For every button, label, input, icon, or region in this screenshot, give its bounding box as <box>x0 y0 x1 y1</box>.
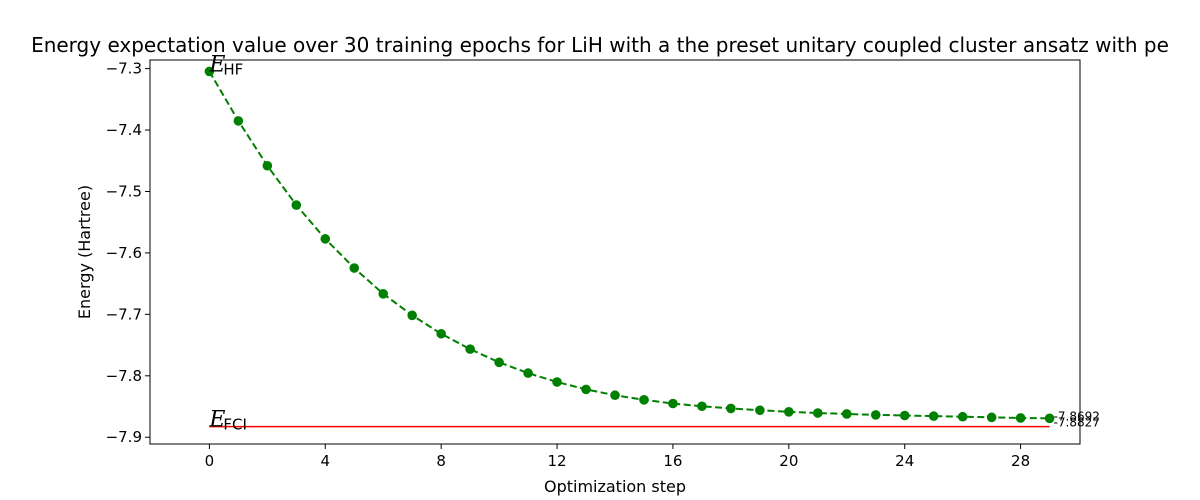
x-tick-label: 8 <box>436 452 446 470</box>
energy-data-point <box>581 384 591 395</box>
energy-data-point <box>320 234 331 244</box>
x-tick-label: 12 <box>548 452 567 470</box>
energy-data-point <box>726 403 736 414</box>
x-tick-label: 24 <box>895 452 914 470</box>
y-axis: −7.3 −7.4 −7.5 −7.6 −7.7 −7.8 −7.9 <box>106 60 150 446</box>
y-axis-label: Energy (Hartree) <box>75 185 94 319</box>
energy-data-point <box>755 405 765 416</box>
x-tick-label: 20 <box>779 452 798 470</box>
energy-data-point <box>523 368 533 378</box>
annotation-hf: EHF <box>208 52 243 78</box>
energy-data-point <box>262 160 273 171</box>
x-tick-label: 28 <box>1011 452 1030 470</box>
energy-data-point <box>784 407 794 417</box>
energy-data-point <box>1015 413 1026 423</box>
x-axis-label: Optimization step <box>544 477 686 496</box>
x-axis: 0 4 8 12 16 20 24 28 <box>205 444 1030 470</box>
y-tick-label: −7.5 <box>106 182 142 200</box>
energy-data-point <box>552 377 562 387</box>
energy-data-point <box>465 344 475 354</box>
energy-series-line <box>208 70 1050 420</box>
annotation-symbol: E <box>208 52 225 77</box>
energy-data-point <box>813 408 823 418</box>
energy-data-point <box>610 390 620 401</box>
energy-data-point <box>870 410 881 420</box>
y-tick-label: −7.4 <box>106 121 142 139</box>
energy-data-point <box>407 310 417 321</box>
y-tick-label: −7.7 <box>106 305 142 323</box>
y-tick-label: −7.8 <box>106 367 142 385</box>
energy-data-point <box>841 409 852 419</box>
energy-data-point <box>899 410 910 421</box>
energy-data-point <box>697 401 707 412</box>
annotation-subscript: HF <box>223 60 243 78</box>
end-value-label: -7.8827 <box>1054 416 1100 430</box>
energy-data-point <box>986 412 997 423</box>
y-tick-label: −7.3 <box>106 60 142 78</box>
energy-data-point <box>291 200 302 210</box>
x-tick-label: 16 <box>663 452 682 470</box>
end-value-label: -7.8692 <box>1054 409 1100 423</box>
plot-frame <box>149 59 1081 445</box>
energy-data-point <box>668 398 678 409</box>
energy-data-point <box>204 66 215 77</box>
energy-data-point <box>494 357 504 368</box>
energy-data-point <box>639 395 649 405</box>
chart-title: Energy expectation value over 30 trainin… <box>31 33 1169 57</box>
energy-data-point <box>349 263 360 273</box>
energy-data-point <box>378 289 389 299</box>
y-tick-label: −7.6 <box>106 244 142 262</box>
y-tick-label: −7.9 <box>106 428 142 446</box>
x-tick-label: 0 <box>205 452 215 470</box>
x-tick-label: 4 <box>321 452 331 470</box>
energy-data-point <box>928 411 939 421</box>
annotation-symbol: E <box>208 408 225 433</box>
energy-data-point <box>957 411 968 422</box>
annotation-subscript: FCI <box>223 416 247 434</box>
energy-data-point <box>436 328 446 339</box>
energy-data-point <box>1044 413 1055 424</box>
energy-data-point <box>233 116 244 126</box>
